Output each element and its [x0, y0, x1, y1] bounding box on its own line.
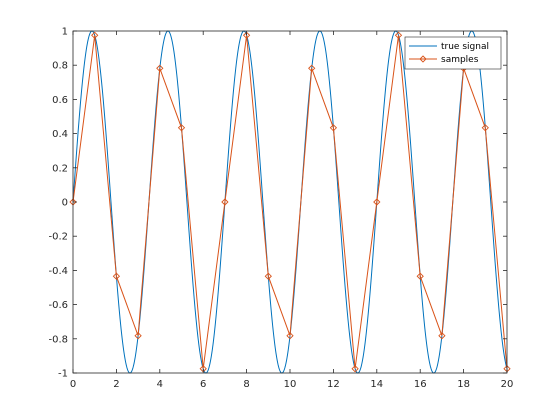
sample-point-19	[481, 124, 489, 132]
y-tick-label-1: -0.8	[48, 334, 68, 345]
y-tick-label-7: 0.4	[52, 129, 68, 140]
y-tick-label-8: 0.6	[52, 95, 68, 106]
x-tick-label-3: 6	[200, 379, 206, 390]
series-line-2	[72, 35, 508, 369]
y-tick-label-9: 0.8	[52, 61, 68, 72]
x-tick-label-10: 20	[501, 379, 514, 390]
legend-label-1: true signal	[441, 42, 489, 52]
series-layer	[69, 30, 511, 374]
sample-point-12	[329, 124, 338, 132]
y-tick-label-4: -0.2	[48, 232, 68, 243]
x-tick-label-8: 16	[414, 379, 427, 390]
plot-area	[73, 31, 507, 373]
sample-point-14	[373, 198, 381, 206]
sample-point-5	[177, 124, 186, 132]
x-tick-label-5: 10	[284, 379, 297, 390]
y-tick-label-10: 1	[62, 27, 68, 38]
x-tick-label-6: 12	[327, 379, 340, 390]
x-tick-label-4: 8	[243, 379, 249, 390]
sample-point-1	[91, 31, 99, 39]
sample-point-3	[134, 332, 142, 340]
sample-point-15	[394, 31, 403, 39]
legend-box	[404, 36, 502, 70]
sample-point-17	[438, 332, 446, 340]
sample-point-7	[221, 198, 229, 206]
x-tick-label-1: 2	[113, 379, 119, 390]
x-tick-label-9: 18	[457, 379, 470, 390]
sample-point-16	[416, 272, 424, 280]
legend-label-2: samples	[441, 55, 479, 65]
y-tick-label-5: 0	[62, 198, 68, 209]
legend: true signal samples	[404, 36, 502, 70]
sample-point-8	[242, 31, 251, 39]
sample-point-9	[264, 272, 272, 280]
sample-point-13	[351, 365, 359, 373]
y-tick-label-0: -1	[58, 369, 68, 380]
sample-point-10	[286, 332, 294, 340]
y-tick-label-6: 0.2	[52, 163, 68, 174]
legend-marker-2	[419, 55, 427, 63]
y-tick-label-2: -0.6	[48, 300, 68, 311]
x-tick-label-7: 14	[370, 379, 383, 390]
sample-point-11	[308, 64, 316, 72]
y-tick-label-3: -0.4	[48, 266, 68, 277]
x-tick-label-0: 0	[70, 379, 76, 390]
sample-point-2	[112, 272, 121, 280]
x-tick-label-2: 4	[157, 379, 163, 390]
axes-layer: 0 2 4 6 8 10 12 14 16 18 20 -1 -0.8 -0.6 -0.4 -0.2 0 0.2 0…	[48, 27, 513, 391]
sample-point-4	[156, 64, 164, 72]
